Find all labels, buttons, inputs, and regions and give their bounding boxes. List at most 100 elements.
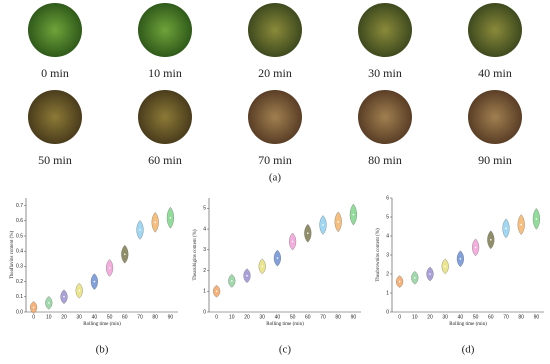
x-tick-label: 70 bbox=[503, 314, 509, 320]
y-tick-label: 0.4 bbox=[16, 249, 23, 255]
median bbox=[63, 296, 65, 298]
median bbox=[429, 273, 431, 275]
y-tick-label: 3 bbox=[203, 247, 206, 253]
median bbox=[520, 223, 522, 226]
tea-photo bbox=[468, 3, 522, 57]
x-tick-label: 80 bbox=[335, 314, 341, 320]
median bbox=[276, 257, 279, 259]
y-tick-label: 3 bbox=[386, 252, 389, 258]
x-tick-label: 90 bbox=[534, 314, 540, 320]
x-tick-label: 40 bbox=[92, 314, 98, 320]
median bbox=[352, 213, 355, 216]
y-tick-label: 2 bbox=[203, 268, 206, 274]
x-tick-label: 70 bbox=[137, 314, 143, 320]
y-tick-label: 0.1 bbox=[16, 294, 23, 300]
x-tick-label: 30 bbox=[259, 314, 265, 320]
y-tick-label: 0.0 bbox=[16, 309, 23, 315]
x-tick-label: 70 bbox=[320, 314, 326, 320]
median bbox=[337, 221, 340, 223]
y-tick-label: 6 bbox=[386, 195, 389, 201]
median bbox=[108, 267, 111, 269]
caption-a: (a) bbox=[269, 172, 282, 184]
x-tick-label: 20 bbox=[61, 314, 67, 320]
x-axis-label: Rolling time (min) bbox=[449, 322, 487, 327]
x-tick-label: 50 bbox=[473, 314, 479, 320]
tea-photo bbox=[358, 3, 412, 57]
y-tick-label: 2 bbox=[386, 271, 389, 277]
x-tick-label: 60 bbox=[122, 314, 128, 320]
x-tick-label: 50 bbox=[107, 314, 113, 320]
median bbox=[444, 265, 447, 268]
tea-photo bbox=[358, 90, 412, 144]
x-tick-label: 40 bbox=[458, 314, 464, 320]
median bbox=[307, 232, 309, 235]
x-tick-label: 80 bbox=[518, 314, 524, 320]
median bbox=[246, 274, 248, 277]
photo-label: 0 min bbox=[41, 66, 69, 80]
median bbox=[48, 302, 50, 304]
x-tick-label: 0 bbox=[215, 314, 218, 320]
photo-label: 70 min bbox=[258, 153, 292, 167]
tea-photo bbox=[138, 3, 192, 57]
y-tick-label: 4 bbox=[386, 233, 389, 239]
x-tick-label: 90 bbox=[351, 314, 357, 320]
median bbox=[535, 218, 538, 220]
y-tick-label: 0 bbox=[203, 309, 206, 315]
photo-label: 80 min bbox=[368, 153, 402, 167]
caption: (d) bbox=[462, 344, 475, 356]
x-tick-label: 30 bbox=[76, 314, 82, 320]
median bbox=[93, 280, 96, 283]
y-tick-label: 5 bbox=[203, 206, 206, 212]
y-tick-label: 0.6 bbox=[16, 218, 23, 224]
median bbox=[505, 227, 507, 230]
tea-photo bbox=[248, 3, 302, 57]
y-tick-label: 0.2 bbox=[16, 279, 23, 285]
x-tick-label: 60 bbox=[488, 314, 494, 320]
photo-label: 30 min bbox=[368, 66, 402, 80]
x-tick-label: 90 bbox=[168, 314, 174, 320]
x-tick-label: 80 bbox=[152, 314, 158, 320]
y-tick-label: 0.3 bbox=[16, 264, 23, 270]
y-axis-label: Thearubigins content (%) bbox=[193, 229, 198, 280]
y-tick-label: 4 bbox=[203, 226, 206, 232]
median bbox=[78, 289, 80, 292]
photo-label: 90 min bbox=[478, 153, 512, 167]
median bbox=[490, 239, 492, 241]
x-tick-label: 10 bbox=[412, 314, 418, 320]
median bbox=[215, 290, 218, 293]
photo-label: 20 min bbox=[258, 66, 292, 80]
x-tick-label: 30 bbox=[442, 314, 448, 320]
photo-label: 10 min bbox=[148, 66, 182, 80]
y-tick-label: 5 bbox=[386, 214, 389, 220]
y-tick-label: 0 bbox=[386, 309, 389, 315]
median bbox=[398, 280, 401, 283]
y-tick-label: 0.5 bbox=[16, 233, 23, 239]
median bbox=[154, 221, 156, 224]
photo-label: 60 min bbox=[148, 153, 182, 167]
median bbox=[322, 224, 324, 226]
x-tick-label: 10 bbox=[229, 314, 235, 320]
median bbox=[414, 277, 416, 279]
median bbox=[261, 265, 264, 268]
median bbox=[32, 306, 35, 309]
median bbox=[474, 246, 477, 249]
median bbox=[139, 229, 141, 231]
median bbox=[169, 216, 172, 219]
photo-label: 40 min bbox=[478, 66, 512, 80]
x-tick-label: 20 bbox=[427, 314, 433, 320]
x-tick-label: 0 bbox=[398, 314, 401, 320]
x-tick-label: 0 bbox=[32, 314, 35, 320]
tea-photo bbox=[28, 3, 82, 57]
tea-photo bbox=[138, 90, 192, 144]
photo-label: 50 min bbox=[38, 153, 72, 167]
caption: (b) bbox=[96, 344, 109, 356]
tea-photo bbox=[28, 90, 82, 144]
y-tick-label: 1 bbox=[203, 289, 206, 295]
x-tick-label: 50 bbox=[290, 314, 296, 320]
x-axis-label: Rolling time (min) bbox=[83, 322, 121, 327]
y-axis-label: Theabrownins content (%) bbox=[376, 228, 381, 282]
tea-photo bbox=[468, 90, 522, 144]
y-axis-label: Theaflavins content (%) bbox=[10, 231, 15, 280]
x-tick-label: 20 bbox=[244, 314, 250, 320]
